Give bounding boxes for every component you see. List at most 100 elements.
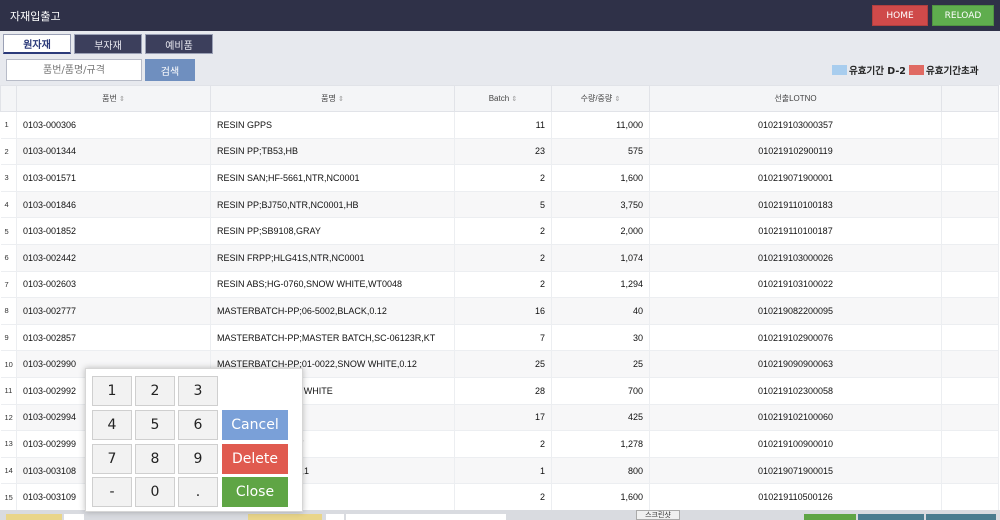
key-2[interactable]: 2 xyxy=(135,376,175,406)
qty-cell: 425 xyxy=(551,404,650,432)
key-0[interactable]: 0 xyxy=(135,477,175,507)
spacer-cell xyxy=(941,138,999,166)
row-index: 15 xyxy=(0,483,17,510)
table-row[interactable]: 10 0103-002990 MASTERBATCH-PP;01-0022,SNOW… xyxy=(0,350,999,378)
col-header-lotno[interactable]: 선출LOTNO xyxy=(649,85,942,112)
part-name-cell: RESIN ABS;HG-0760,SNOW WHITE,WT0048 xyxy=(210,271,455,299)
col-header-qty[interactable]: 수량/중량 ⇕ xyxy=(551,85,650,112)
qty-cell: 3,750 xyxy=(551,191,650,219)
lotno-cell: 010219090900063 xyxy=(649,350,942,378)
qty-cell: 700 xyxy=(551,377,650,405)
key-9[interactable]: 9 xyxy=(178,444,218,474)
table-row[interactable]: 7 0103-002603 RESIN ABS;HG-0760,SNOW WHITE… xyxy=(0,271,999,299)
search-input[interactable] xyxy=(6,59,142,81)
bottom-bar: 스크린샷 xyxy=(0,510,1000,520)
legend-expired-swatch xyxy=(909,65,924,75)
keypad-cancel-button[interactable]: Cancel xyxy=(222,410,288,440)
spacer-cell xyxy=(941,377,999,405)
bottom-action-green[interactable] xyxy=(804,514,856,520)
part-no-cell: 0103-001846 xyxy=(16,191,211,219)
key-4[interactable]: 4 xyxy=(92,410,132,440)
bottom-action-teal-1[interactable] xyxy=(858,514,924,520)
bottom-field-3[interactable] xyxy=(346,514,506,520)
home-button[interactable]: HOME xyxy=(872,5,928,26)
part-no-cell: 0103-002442 xyxy=(16,244,211,272)
legend-d2: 유효기간 D-2 xyxy=(832,63,906,77)
batch-cell: 2 xyxy=(454,217,552,245)
lotno-cell: 010219110100183 xyxy=(649,191,942,219)
reload-button[interactable]: RELOAD xyxy=(932,5,994,26)
col-header-batch[interactable]: Batch ⇕ xyxy=(454,85,552,112)
qty-cell: 800 xyxy=(551,457,650,485)
legend-d2-label: 유효기간 D-2 xyxy=(849,66,906,77)
tab-sub-material[interactable]: 부자재 xyxy=(74,34,142,54)
bottom-input-1[interactable] xyxy=(6,514,62,520)
qty-cell: 2,000 xyxy=(551,217,650,245)
qty-cell: 30 xyxy=(551,324,650,352)
tab-raw-material[interactable]: 원자재 xyxy=(3,34,71,54)
legend-d2-swatch xyxy=(832,65,847,75)
table-row[interactable]: 5 0103-001852 RESIN PP;SB9108,GRAY 2 2,000 01… xyxy=(0,217,999,245)
batch-cell: 2 xyxy=(454,483,552,510)
batch-cell: 2 xyxy=(454,430,552,458)
table-row[interactable]: 3 0103-001571 RESIN SAN;HF-5661,NTR,NC0001… xyxy=(0,164,999,192)
search-button[interactable]: 검색 xyxy=(145,59,195,81)
key-8[interactable]: 8 xyxy=(135,444,175,474)
lotno-cell: 010219110100187 xyxy=(649,217,942,245)
key-5[interactable]: 5 xyxy=(135,410,175,440)
bottom-field-1[interactable] xyxy=(64,514,84,520)
qty-cell: 40 xyxy=(551,297,650,325)
col-header-spacer xyxy=(941,85,999,112)
table-row[interactable]: 6 0103-002442 RESIN FRPP;HLG41S,NTR,NC0001… xyxy=(0,244,999,272)
screenshot-button[interactable]: 스크린샷 xyxy=(636,510,680,520)
row-index: 1 xyxy=(0,111,17,139)
batch-cell: 2 xyxy=(454,271,552,299)
keypad-delete-button[interactable]: Delete xyxy=(222,444,288,474)
lotno-cell: 010219100900010 xyxy=(649,430,942,458)
key-7[interactable]: 7 xyxy=(92,444,132,474)
batch-cell: 7 xyxy=(454,324,552,352)
col-header-part-name[interactable]: 품명 ⇕ xyxy=(210,85,455,112)
spacer-cell xyxy=(941,191,999,219)
spacer-cell xyxy=(941,404,999,432)
bottom-action-teal-2[interactable] xyxy=(926,514,996,520)
tab-spare-parts[interactable]: 예비품 xyxy=(145,34,213,54)
part-name-cell: MASTERBATCH-PP;MASTER BATCH,SC-06123R,KT xyxy=(210,324,455,352)
table-row[interactable]: 8 0103-002777 MASTERBATCH-PP;06-5002,BLACK… xyxy=(0,297,999,325)
table-row[interactable]: 9 0103-002857 MASTERBATCH-PP;MASTER BATCH,… xyxy=(0,324,999,352)
qty-cell: 575 xyxy=(551,138,650,166)
key-dot[interactable]: . xyxy=(178,477,218,507)
lotno-cell: 010219071900001 xyxy=(649,164,942,192)
key-3[interactable]: 3 xyxy=(178,376,218,406)
part-name-cell: RESIN GPPS xyxy=(210,111,455,139)
part-no-cell: 0103-001571 xyxy=(16,164,211,192)
part-name-cell: MASTERBATCH-PP;06-5002,BLACK,0.12 xyxy=(210,297,455,325)
part-no-cell: 0103-001852 xyxy=(16,217,211,245)
spacer-cell xyxy=(941,244,999,272)
keypad-close-button[interactable]: Close xyxy=(222,477,288,507)
title-bar: 자재입출고 HOME RELOAD xyxy=(0,0,1000,31)
col-header-index xyxy=(0,85,17,112)
lotno-cell: 010219110500126 xyxy=(649,483,942,510)
material-table: 품번 ⇕ 품명 ⇕ Batch ⇕ 수량/중량 ⇕ 선출LOTNO 1 0103-… xyxy=(0,85,999,510)
batch-cell: 1 xyxy=(454,457,552,485)
qty-cell: 1,294 xyxy=(551,271,650,299)
row-index: 7 xyxy=(0,271,17,299)
table-header-row: 품번 ⇕ 품명 ⇕ Batch ⇕ 수량/중량 ⇕ 선출LOTNO xyxy=(0,85,999,112)
bottom-input-2[interactable] xyxy=(248,514,322,520)
key-6[interactable]: 6 xyxy=(178,410,218,440)
table-row[interactable]: 1 0103-000306 RESIN GPPS 11 11,000 0102191030… xyxy=(0,111,999,139)
qty-cell: 1,074 xyxy=(551,244,650,272)
batch-cell: 5 xyxy=(454,191,552,219)
bottom-field-2[interactable] xyxy=(326,514,344,520)
search-row: 검색 유효기간 D-2 유효기간초과 xyxy=(0,55,1000,85)
sort-icon: ⇕ xyxy=(119,96,125,103)
col-header-part-no[interactable]: 품번 ⇕ xyxy=(16,85,211,112)
table-row[interactable]: 2 0103-001344 RESIN PP;TB53,HB 23 575 0102191… xyxy=(0,138,999,166)
part-name-cell: RESIN PP;TB53,HB xyxy=(210,138,455,166)
key-minus[interactable]: - xyxy=(92,477,132,507)
qty-cell: 1,600 xyxy=(551,483,650,510)
table-row[interactable]: 4 0103-001846 RESIN PP;BJ750,NTR,NC0001,HB… xyxy=(0,191,999,219)
key-1[interactable]: 1 xyxy=(92,376,132,406)
